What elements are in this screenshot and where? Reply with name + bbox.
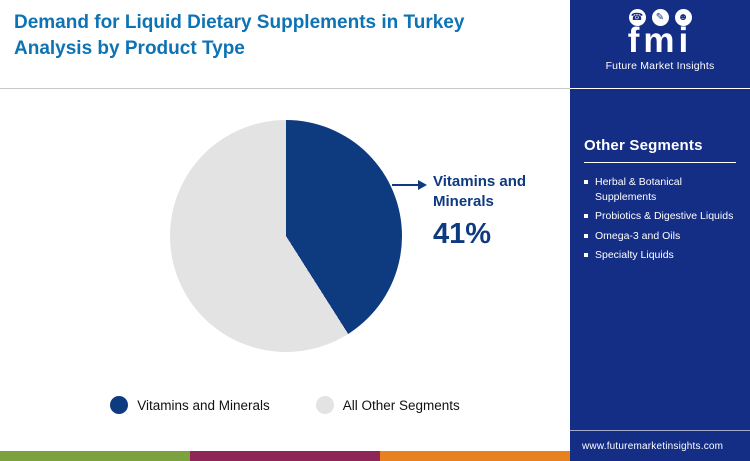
legend-label-vitamins: Vitamins and Minerals: [137, 397, 270, 413]
segment-label: Probiotics & Digestive Liquids: [595, 210, 734, 223]
bullet-icon: [584, 180, 588, 184]
legend: Vitamins and Minerals All Other Segments: [0, 396, 570, 414]
title-line-2: Analysis by Product Type: [14, 37, 245, 59]
callout-text: Vitamins and Minerals 41%: [433, 172, 545, 251]
phone-icon: ☎: [628, 9, 646, 26]
other-segments-title: Other Segments: [584, 137, 703, 154]
logo-text: fmi: [627, 21, 693, 60]
legend-swatch-vitamins: [110, 396, 129, 414]
person-icon: ☻: [674, 9, 692, 26]
pen-icon: ✎: [651, 9, 669, 26]
footer-stripe: [0, 451, 570, 461]
bullet-icon: [584, 252, 588, 257]
arrow-line: [392, 184, 418, 186]
segment-list-item: Herbal & Botanical Supplements: [584, 175, 736, 205]
main-panel: Demand for Liquid Dietary Supplements in…: [0, 0, 570, 414]
footer-stripe-maroon: [190, 451, 380, 461]
legend-item-vitamins: Vitamins and Minerals: [110, 396, 270, 414]
arrow-head: [418, 180, 427, 190]
header: Demand for Liquid Dietary Supplements in…: [0, 0, 570, 61]
website-divider: [570, 430, 750, 431]
pie-chart: [170, 120, 402, 352]
section-divider: [584, 162, 736, 163]
logo-subtitle: Future Market Insights: [605, 60, 715, 73]
bullet-icon: [584, 233, 588, 238]
segment-list-item: Probiotics & Digestive Liquids: [584, 209, 736, 224]
other-segments-section: Other Segments Herbal & Botanical Supple…: [570, 137, 750, 263]
callout: Vitamins and Minerals 41%: [392, 172, 545, 251]
segment-label: Omega-3 and Oils: [595, 229, 681, 242]
segment-label: Herbal & Botanical Supplements: [595, 176, 682, 204]
footer-stripe-orange: [380, 451, 570, 461]
brand-logo: ☎ ✎ ☻ fmi Future Market Insights: [570, 0, 750, 89]
segment-list-item: Specialty Liquids: [584, 248, 736, 263]
callout-value: 41%: [433, 218, 492, 250]
legend-item-other: All Other Segments: [315, 396, 460, 414]
logo-icons: ☎ ✎ ☻: [570, 9, 750, 26]
legend-label-other: All Other Segments: [342, 397, 460, 413]
page-title: Demand for Liquid Dietary Supplements in…: [14, 10, 506, 61]
segment-label: Specialty Liquids: [595, 248, 674, 261]
website-link[interactable]: www.futuremarketinsights.com: [582, 441, 724, 452]
segment-list-item: Omega-3 and Oils: [584, 229, 736, 244]
header-divider: [0, 88, 570, 89]
legend-swatch-other: [315, 396, 334, 414]
footer-stripe-green: [0, 451, 190, 461]
arrow-right-icon: [392, 180, 427, 190]
sidebar: ☎ ✎ ☻ fmi Future Market Insights Other S…: [570, 0, 750, 461]
callout-label: Vitamins and Minerals: [433, 173, 527, 210]
title-line-1: Demand for Liquid Dietary Supplements in…: [14, 12, 465, 33]
bullet-icon: [584, 214, 588, 219]
